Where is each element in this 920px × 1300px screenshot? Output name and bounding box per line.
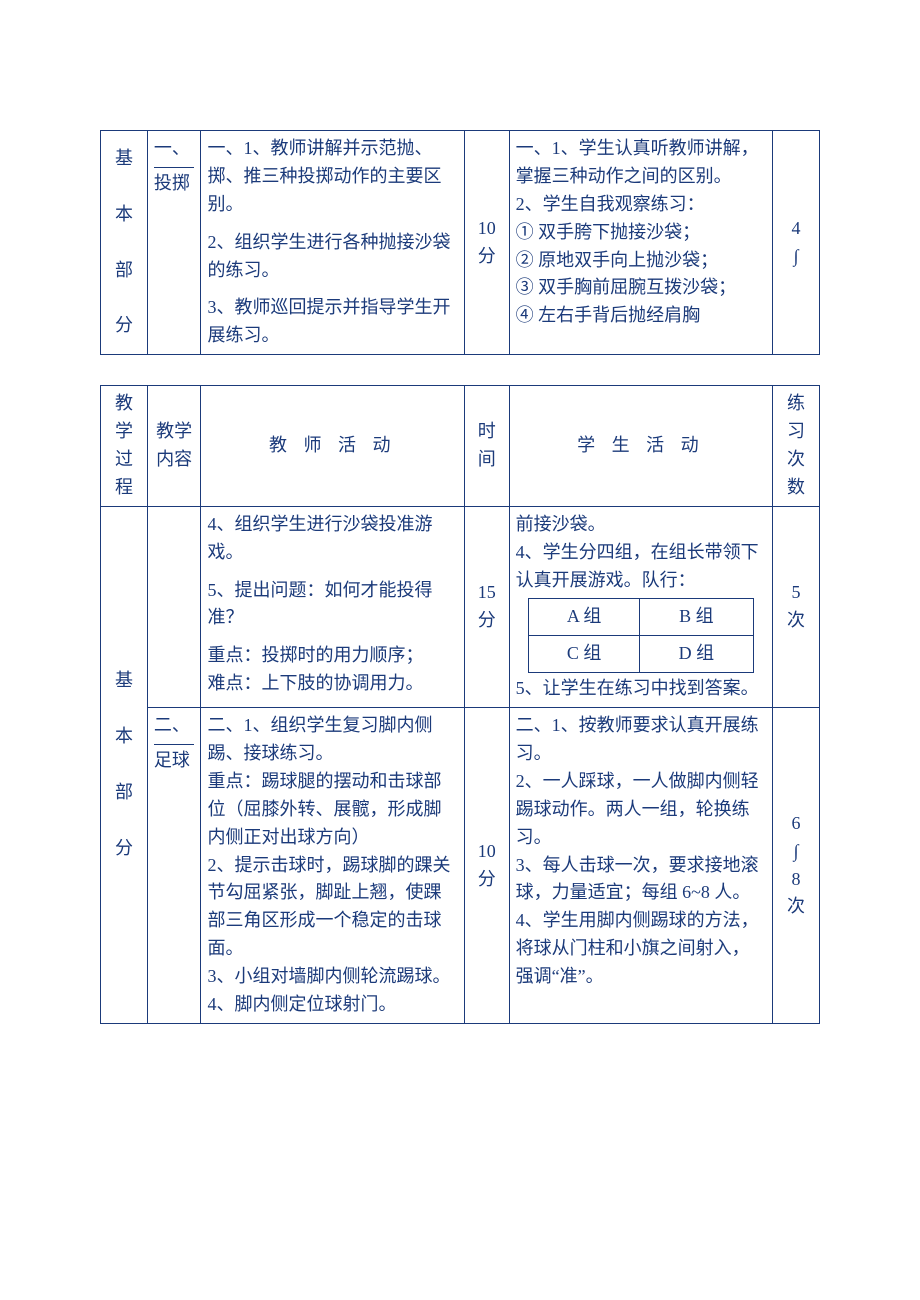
count-cell: 6 ∫ 8 次 [773, 708, 820, 1024]
time-cell: 10 分 [464, 131, 509, 355]
table-header-row: 教学过程 教学内容 教 师 活 动 时间 学 生 活 动 练习次数 [101, 386, 820, 507]
count-cell: 4 ∫ [773, 131, 820, 355]
process-cell: 基 本 部 分 [101, 506, 148, 1023]
header-process: 教学过程 [101, 386, 148, 507]
time-unit: 分 [478, 610, 496, 630]
group-cell-b: B 组 [640, 599, 753, 636]
group-cell-c: C 组 [529, 636, 640, 673]
page: 基 本 部 分 一、 投掷 一、1、教师讲解并示范抛、掷、推三种投掷动作的主要区… [0, 0, 920, 1300]
time-value: 10 [478, 218, 496, 238]
student-text: 2、一人踩球，一人做脚内侧轻踢球动作。两人一组，轮换练习。 [516, 768, 766, 852]
teacher-text: 重点：投掷时的用力顺序； [207, 642, 457, 670]
time-cell: 15 分 [464, 506, 509, 707]
lesson-table-1: 基 本 部 分 一、 投掷 一、1、教师讲解并示范抛、掷、推三种投掷动作的主要区… [100, 130, 820, 355]
student-activity-cell: 二、1、按教师要求认真开展练习。 2、一人踩球，一人做脚内侧轻踢球动作。两人一组… [509, 708, 772, 1024]
teacher-text: 2、组织学生进行各种抛接沙袋的练习。 [207, 229, 457, 285]
group-cell-a: A 组 [529, 599, 640, 636]
teacher-text: 难点：上下肢的协调用力。 [207, 670, 457, 698]
count-value: 4 [792, 218, 801, 238]
teacher-text: 2、提示击球时，踢球脚的踝关节勾屈紧张，脚趾上翘，使踝部三角区形成一个稳定的击球… [207, 852, 457, 964]
teacher-activity-cell: 一、1、教师讲解并示范抛、掷、推三种投掷动作的主要区别。 2、组织学生进行各种抛… [201, 131, 464, 355]
count-cell: 5 次 [773, 506, 820, 707]
topic-label: 投掷 [154, 170, 195, 198]
header-count: 练习次数 [773, 386, 820, 507]
teacher-text: 二、1、组织学生复习脚内侧踢、接球练习。 [207, 712, 457, 768]
student-text: ② 原地双手向上抛沙袋； [516, 247, 766, 275]
process-label: 基 [107, 145, 141, 173]
time-cell: 10 分 [464, 708, 509, 1024]
student-text: ④ 左右手背后抛经肩胸 [516, 302, 766, 330]
table-gap [100, 355, 820, 385]
teacher-text: 重点：踢球腿的摆动和击球部位（屈膝外转、展髋，形成脚内侧正对出球方向） [207, 768, 457, 852]
teacher-activity-cell: 二、1、组织学生复习脚内侧踢、接球练习。 重点：踢球腿的摆动和击球部位（屈膝外转… [201, 708, 464, 1024]
table-row: 基 本 部 分 一、 投掷 一、1、教师讲解并示范抛、掷、推三种投掷动作的主要区… [101, 131, 820, 355]
student-text: ① 双手胯下抛接沙袋； [516, 219, 766, 247]
group-grid: A 组 B 组 C 组 D 组 [528, 598, 753, 673]
teacher-text: 3、小组对墙脚内侧轮流踢球。 [207, 963, 457, 991]
group-cell-d: D 组 [640, 636, 753, 673]
topic-cell: 二、 足球 [147, 708, 201, 1024]
student-text: 二、1、按教师要求认真开展练习。 [516, 712, 766, 768]
student-text: ③ 双手胸前屈腕互拨沙袋； [516, 274, 766, 302]
teacher-text: 3、教师巡回提示并指导学生开展练习。 [207, 294, 457, 350]
teacher-text: 一、1、教师讲解并示范抛、掷、推三种投掷动作的主要区别。 [207, 135, 457, 219]
header-time: 时间 [464, 386, 509, 507]
table-row: 二、 足球 二、1、组织学生复习脚内侧踢、接球练习。 重点：踢球腿的摆动和击球部… [101, 708, 820, 1024]
teacher-text: 4、组织学生进行沙袋投准游戏。 [207, 511, 457, 567]
student-text: 5、让学生在练习中找到答案。 [516, 675, 766, 703]
time-value: 15 [478, 582, 496, 602]
teacher-text: 5、提出问题：如何才能投得准？ [207, 577, 457, 633]
count-value: ∫ [794, 246, 799, 266]
student-text: 2、学生自我观察练习： [516, 191, 766, 219]
time-unit: 分 [478, 246, 496, 266]
student-text: 4、学生分四组，在组长带领下认真开展游戏。队行： [516, 539, 766, 595]
lesson-table-2: 教学过程 教学内容 教 师 活 动 时间 学 生 活 动 练习次数 基 本 部 … [100, 385, 820, 1024]
student-text: 3、每人击球一次，要求接地滚球，力量适宜；每组 6~8 人。 [516, 852, 766, 908]
process-cell: 基 本 部 分 [101, 131, 148, 355]
student-text: 一、1、学生认真听教师讲解，掌握三种动作之间的区别。 [516, 135, 766, 191]
student-text: 前接沙袋。 [516, 511, 766, 539]
table-row: 基 本 部 分 4、组织学生进行沙袋投准游戏。 5、提出问题：如何才能投得准？ … [101, 506, 820, 707]
teacher-text: 4、脚内侧定位球射门。 [207, 991, 457, 1019]
topic-label: 一、 [154, 135, 195, 168]
header-student: 学 生 活 动 [509, 386, 772, 507]
student-text: 4、学生用脚内侧踢球的方法，将球从门柱和小旗之间射入，强调“准”。 [516, 907, 766, 991]
header-teacher: 教 师 活 动 [201, 386, 464, 507]
topic-cell [147, 506, 201, 707]
student-activity-cell: 前接沙袋。 4、学生分四组，在组长带领下认真开展游戏。队行： A 组 B 组 C… [509, 506, 772, 707]
header-topic: 教学内容 [147, 386, 201, 507]
topic-cell: 一、 投掷 [147, 131, 201, 355]
teacher-activity-cell: 4、组织学生进行沙袋投准游戏。 5、提出问题：如何才能投得准？ 重点：投掷时的用… [201, 506, 464, 707]
student-activity-cell: 一、1、学生认真听教师讲解，掌握三种动作之间的区别。 2、学生自我观察练习： ①… [509, 131, 772, 355]
